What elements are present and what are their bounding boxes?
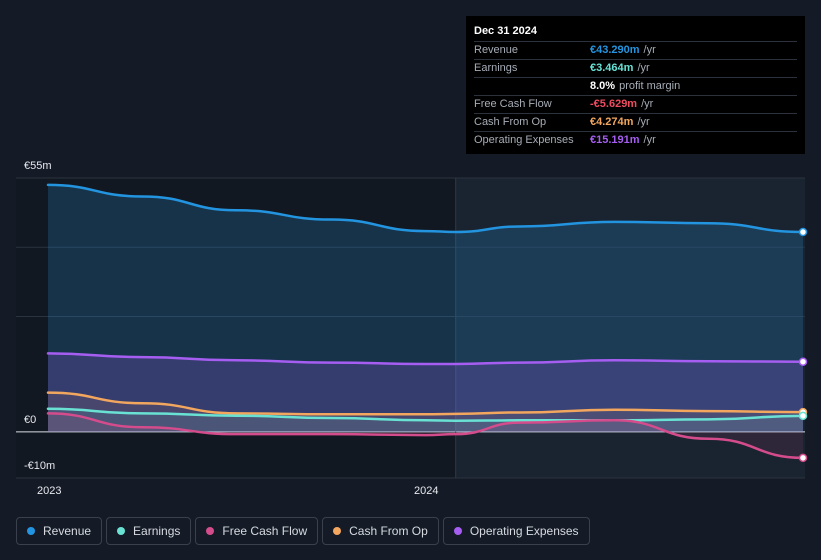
legend-item-cash-from-op[interactable]: Cash From Op [322,517,439,545]
legend-item-free-cash-flow[interactable]: Free Cash Flow [195,517,319,545]
tooltip-label [474,78,590,95]
series-lines [46,183,805,460]
line-free-cash-flow [46,412,805,460]
tooltip-date: Dec 31 2024 [474,24,797,42]
x-tick-2023: 2023 [37,485,62,497]
tooltip-label: Operating Expenses [474,134,574,146]
line-revenue [46,183,805,234]
tooltip-value: €3.464m [590,62,634,74]
tooltip-row-free-cash-flow: Free Cash Flow -€5.629m /yr [474,96,797,114]
legend-label: Revenue [43,524,92,538]
tooltip-unit: /yr [643,134,656,146]
end-marker-free-cash-flow [798,453,808,463]
legend-item-earnings[interactable]: Earnings [106,517,192,545]
area-free-cash-flow [48,413,803,458]
end-marker-earnings [798,411,808,421]
y-axis-zero-label: €0 [24,414,37,426]
tooltip-row-revenue: Revenue €43.290m /yr [474,42,797,60]
tooltip-value: -€5.629m [590,98,638,110]
tooltip-unit: profit margin [619,80,681,92]
recent-region [455,178,805,478]
area-cash-from-op [48,392,803,432]
line-earnings [46,407,805,423]
data-tooltip: Dec 31 2024 Revenue €43.290m /yr Earning… [466,16,805,154]
x-tick-2024: 2024 [414,485,439,497]
y-axis-bottom-label: -€10m [24,460,56,472]
legend-dot-icon [453,527,462,535]
end-marker-operating-expenses [798,357,808,366]
legend-item-revenue[interactable]: Revenue [16,517,103,545]
tooltip-label: Cash From Op [474,116,547,128]
y-axis-top-label: €55m [24,160,52,172]
legend-label: Earnings [133,524,181,538]
tooltip-label: Free Cash Flow [474,98,552,110]
tooltip-row-profit-margin: 8.0% profit margin [474,78,797,96]
tooltip-value: €15.191m [590,134,640,146]
legend-dot-icon [206,527,215,535]
tooltip-row-cash-from-op: Cash From Op €4.274m /yr [474,114,797,132]
tooltip-unit: /yr [643,44,656,56]
past-region [16,178,456,478]
chart-legend: Revenue Earnings Free Cash Flow Cash Fro… [16,517,590,545]
line-operating-expenses [46,352,805,366]
tooltip-row-operating-expenses: Operating Expenses €15.191m /yr [474,132,797,149]
series-end-markers [798,227,808,463]
legend-item-operating-expenses[interactable]: Operating Expenses [442,517,590,545]
tooltip-row-earnings: Earnings €3.464m /yr [474,60,797,78]
tooltip-value: €4.274m [590,116,634,128]
tooltip-value: €43.290m [590,44,640,56]
chart-background [16,177,805,479]
tooltip-value: 8.0% [590,80,616,92]
legend-label: Cash From Op [349,524,428,538]
legend-dot-icon [333,527,342,535]
line-cash-from-op [46,391,805,416]
tooltip-unit: /yr [637,116,650,128]
legend-dot-icon [117,527,126,535]
legend-label: Free Cash Flow [222,524,308,538]
tooltip-label: Revenue [474,44,519,56]
legend-label: Operating Expenses [469,524,579,538]
tooltip-label: Earnings [474,62,518,74]
legend-dot-icon [27,527,35,535]
tooltip-unit: /yr [637,62,650,74]
area-revenue [48,184,803,432]
tooltip-unit: /yr [641,98,654,110]
end-marker-revenue [798,227,808,237]
